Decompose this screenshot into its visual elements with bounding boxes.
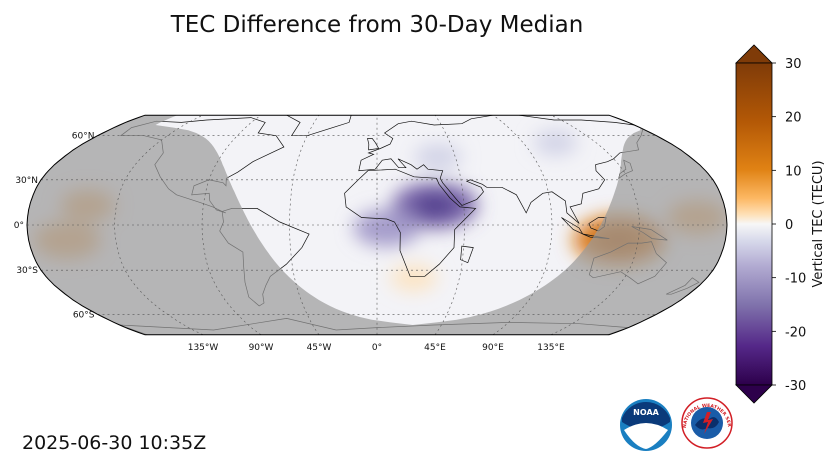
- logos: NOAA NATIONAL WEATHER SERVICE: [615, 392, 733, 451]
- colorbar-extend-bottom: [735, 384, 773, 404]
- graticule: [27, 115, 727, 335]
- lon-label-2: 45°W: [307, 343, 332, 353]
- colorbar-gradient: [735, 62, 773, 386]
- continent-madagascar: [460, 245, 474, 264]
- colorbar-tick-label-4: -10: [785, 272, 806, 287]
- continent-britain: [367, 138, 380, 151]
- lat-label-2: 0°: [14, 221, 24, 231]
- tec-anomaly-7: [390, 263, 438, 292]
- lon-label-4: 45°E: [424, 343, 446, 353]
- colorbar-tick-label-2: 10: [785, 164, 802, 179]
- tec-anomaly-core-0: [413, 193, 457, 218]
- lon-label-1: 90°W: [249, 343, 274, 353]
- map-title: TEC Difference from 30-Day Median: [170, 12, 584, 38]
- colorbar-tick-label-5: -20: [785, 325, 806, 340]
- meridian--45: [289, 115, 320, 335]
- lat-label-4: 60°S: [73, 310, 95, 320]
- tec-anomaly-2: [414, 143, 462, 172]
- colorbar-tick-label-1: 20: [785, 111, 802, 126]
- colorbar-tick-label-3: 0: [785, 218, 793, 233]
- lat-label-3: 30°S: [16, 266, 38, 276]
- meridian-135: [550, 115, 640, 335]
- lon-label-3: 0°: [372, 343, 382, 353]
- continent-eurasia: [358, 115, 644, 224]
- colorbar-tick-label-6: -30: [785, 379, 806, 394]
- lat-label-0: 60°N: [72, 132, 95, 142]
- lon-label-5: 90°E: [482, 343, 504, 353]
- tec-anomaly-8: [533, 129, 578, 156]
- noaa-logo: NOAA: [620, 399, 672, 451]
- lon-label-6: 135°E: [537, 343, 565, 353]
- meridian-45: [434, 115, 465, 335]
- lon-label-0: 135°W: [188, 343, 219, 353]
- svg-text:NOAA: NOAA: [633, 408, 659, 417]
- colorbar-extend-top: [735, 44, 773, 64]
- meridian--90: [201, 115, 262, 335]
- latitude-labels: 60°N 30°N 0° 30°S 60°S: [14, 132, 95, 321]
- meridian-90: [492, 115, 553, 335]
- tec-anomaly-1: [353, 209, 420, 247]
- continent-africa: [344, 168, 477, 277]
- timestamp: 2025-06-30 10:35Z: [22, 432, 207, 454]
- colorbar-label: Vertical TEC (TECU): [811, 160, 826, 287]
- meridian--135: [114, 115, 204, 335]
- lat-label-1: 30°N: [15, 176, 38, 186]
- colorbar: 30 20 10 0 -10 -20 -30 Vertical TEC (TECU): [735, 44, 826, 404]
- longitude-labels: 135°W 90°W 45°W 0° 45°E 90°E 135°E: [188, 343, 565, 353]
- map-border: [26, 114, 728, 336]
- colorbar-tick-label-0: 30: [785, 57, 802, 72]
